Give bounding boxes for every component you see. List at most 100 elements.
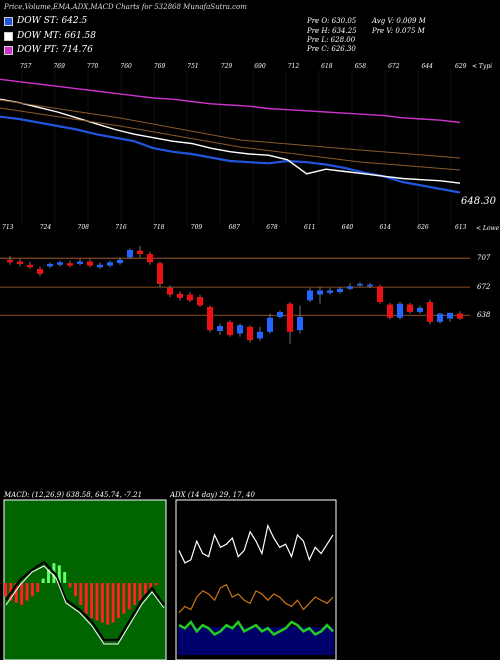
macd-bar-16 xyxy=(90,583,94,619)
candle-body-29 xyxy=(297,316,303,331)
ema-series-0 xyxy=(0,115,461,194)
top-axis-label-2: 770 xyxy=(86,63,99,70)
legend-label-pt: DOW PT: 714.76 xyxy=(17,45,93,55)
macd-bar-10 xyxy=(57,565,61,583)
price-level-672: 672 xyxy=(477,283,491,291)
candle-body-12 xyxy=(127,249,133,258)
macd-bar-17 xyxy=(95,583,99,621)
adx-series-1 xyxy=(178,583,334,614)
candle-body-11 xyxy=(117,259,123,264)
legend-dow-pt: DOW PT: 714.76 xyxy=(4,45,93,55)
ema-series-2 xyxy=(0,78,461,124)
price-level-707: 707 xyxy=(477,254,491,262)
macd-bar-2 xyxy=(14,583,18,603)
adx-series-0 xyxy=(178,523,334,564)
top-axis-label-9: 618 xyxy=(321,63,333,70)
candle-body-9 xyxy=(97,264,103,268)
lower-axis-label-4: 718 xyxy=(153,224,165,231)
stat-prev-low: Pre L: 628.00 xyxy=(307,36,356,44)
lower-axis-label-2: 708 xyxy=(77,224,89,231)
macd-bar-15 xyxy=(84,583,88,614)
top-axis-label-11: 672 xyxy=(388,63,400,70)
macd-panel xyxy=(3,499,167,660)
candle-body-37 xyxy=(377,286,383,303)
candle-body-34 xyxy=(347,286,353,289)
candle-body-6 xyxy=(67,263,73,266)
adx-series-2 xyxy=(178,619,334,636)
candle-body-7 xyxy=(77,261,83,264)
candle-body-25 xyxy=(257,331,263,339)
top-axis-label-12: 644 xyxy=(421,63,433,70)
candle-body-43 xyxy=(437,313,443,322)
macd-bar-26 xyxy=(143,583,147,594)
macd-bar-18 xyxy=(100,583,104,623)
candle-body-27 xyxy=(277,311,283,317)
macd-line xyxy=(5,560,165,642)
macd-bar-12 xyxy=(68,583,72,588)
macd-bar-25 xyxy=(138,583,142,601)
legend-dow-st: DOW ST: 642.5 xyxy=(4,16,87,26)
candle-body-14 xyxy=(147,254,153,263)
candle-body-24 xyxy=(247,326,253,341)
candle-body-19 xyxy=(197,297,203,306)
candle-body-42 xyxy=(427,302,433,322)
top-axis-label-1: 769 xyxy=(53,63,65,70)
legend-dow-mt: DOW MT: 661.58 xyxy=(4,31,96,41)
top-axis-label-4: 769 xyxy=(153,63,166,70)
candle-body-31 xyxy=(317,290,323,295)
candle-body-22 xyxy=(227,321,233,336)
macd-bar-11 xyxy=(63,572,67,583)
candle-body-41 xyxy=(417,307,423,312)
legend-label-st: DOW ST: 642.5 xyxy=(17,16,88,26)
macd-bar-27 xyxy=(149,583,153,590)
macd-bar-24 xyxy=(133,583,137,605)
top-axis-label-7: 690 xyxy=(254,63,266,70)
upper-last-value: 648.30 xyxy=(461,196,496,207)
candle-body-10 xyxy=(107,262,113,266)
macd-bar-20 xyxy=(111,583,115,623)
price-level-638: 638 xyxy=(477,311,491,319)
candle-body-39 xyxy=(397,303,403,318)
stat-prev-close: Pre C: 626.30 xyxy=(307,45,356,53)
macd-bar-6 xyxy=(36,583,40,592)
lower-axis-label-1: 724 xyxy=(39,224,52,231)
candle-body-21 xyxy=(217,326,223,331)
stat-avg-volume: Avg V: 0.009 M xyxy=(372,17,426,25)
top-axis-label-0: 757 xyxy=(20,63,32,70)
candle-body-32 xyxy=(327,290,333,293)
top-axis-label-8: 712 xyxy=(287,63,300,70)
macd-bar-0 xyxy=(4,583,7,597)
candle-body-36 xyxy=(367,284,373,287)
top-axis-label-3: 760 xyxy=(120,63,132,70)
macd-bar-19 xyxy=(106,583,110,625)
top-axis-label-5: 751 xyxy=(187,63,199,70)
lower-axis-label-3: 716 xyxy=(115,224,127,231)
candle-body-35 xyxy=(357,283,363,286)
macd-bar-3 xyxy=(20,583,24,605)
macd-signal xyxy=(5,565,165,645)
macd-bar-7 xyxy=(41,578,45,583)
legend-swatch-pt xyxy=(4,45,13,55)
candle-body-26 xyxy=(267,317,273,332)
legend-swatch-st xyxy=(4,16,13,26)
candle-body-40 xyxy=(407,304,413,312)
macd-bar-13 xyxy=(73,583,77,597)
stat-prev-open: Pre O: 630.05 xyxy=(307,17,357,25)
candle-body-44 xyxy=(447,312,453,319)
ema-series-1 xyxy=(0,98,461,184)
lower-axis-label-6: 687 xyxy=(228,224,240,231)
macd-bar-22 xyxy=(122,583,126,614)
top-axis-label-6: 729 xyxy=(220,63,233,70)
candle-body-1 xyxy=(17,261,23,264)
candle-body-18 xyxy=(187,294,193,301)
candle-body-3 xyxy=(37,268,43,274)
candle-body-13 xyxy=(137,250,143,255)
macd-bar-28 xyxy=(154,583,158,586)
candle-body-20 xyxy=(207,307,213,331)
macd-bar-21 xyxy=(116,583,120,619)
adx-title: ADX (14 day) 29, 17, 40 xyxy=(170,491,255,499)
top-axis-label-10: 658 xyxy=(354,63,367,70)
candle-body-16 xyxy=(167,287,173,295)
top-axis-label-13: 629 xyxy=(455,63,467,70)
macd-bar-5 xyxy=(30,583,34,597)
